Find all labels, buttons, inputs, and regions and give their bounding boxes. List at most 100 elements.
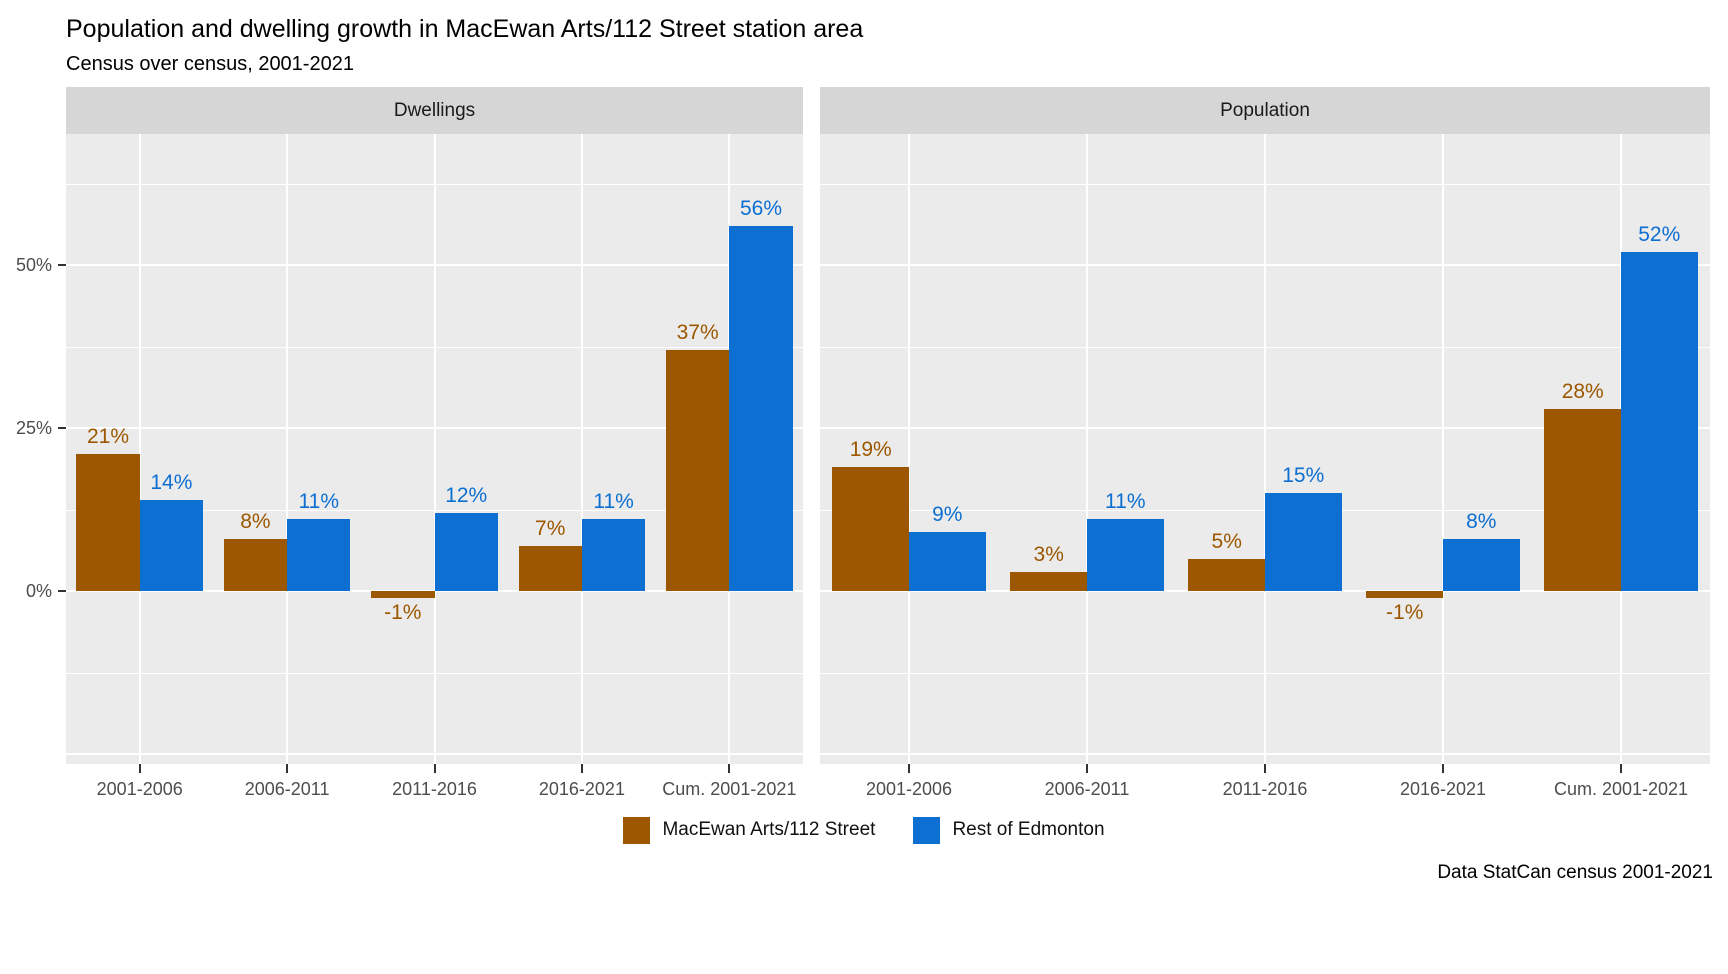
bar-value-label: 28% [1561, 379, 1604, 403]
gridline-vertical [908, 134, 910, 764]
bar-value-label: -1% [1386, 600, 1424, 624]
x-tick-label: Cum. 2001-2021 [662, 779, 797, 799]
legend-swatch-rest-of-edmonton [913, 816, 941, 844]
chart-area: 0% 25% 50% Dwellings 21% 14% 8% 11% -1% 12% 7% 11… [0, 87, 1728, 810]
bar [1544, 408, 1621, 592]
category-group: 5% 15% [1176, 134, 1354, 764]
chart-page: Population and dwelling growth in MacEwa… [0, 14, 1728, 974]
bar-value-label: 12% [445, 483, 488, 507]
x-axis-population: 2001-2006 2006-2011 2011-2016 2016-2021 Cum.… [820, 764, 1710, 810]
bar [518, 545, 582, 592]
facet-strip-label: Dwellings [393, 99, 476, 121]
gridline-vertical [580, 134, 583, 764]
bar [729, 225, 793, 592]
gridline-vertical [433, 134, 436, 764]
category-group: 19% 9% [820, 134, 998, 764]
gridline-vertical [286, 134, 289, 764]
x-tick-label: 2001-2006 [865, 779, 953, 799]
x-axis-category: 2006-2011 [998, 764, 1176, 810]
x-tick-label: 2006-2011 [244, 779, 330, 799]
x-axis-category: Cum. 2001-2021 [656, 764, 803, 810]
category-group: 28% 52% [1532, 134, 1710, 764]
x-tick-label: 2006-2011 [1044, 779, 1130, 799]
legend-item-rest-of-edmonton: Rest of Edmonton [913, 816, 1105, 844]
category-group: -1% 8% [1354, 134, 1532, 764]
x-axis-category: 2001-2006 [66, 764, 213, 810]
bar-value-label: 19% [849, 438, 892, 462]
y-tick-mark [58, 427, 66, 430]
x-tick-mark [1620, 764, 1622, 773]
x-axis-category: 2001-2006 [820, 764, 998, 810]
x-tick-mark [1086, 764, 1088, 773]
bar-value-label: 14% [150, 470, 193, 494]
plot-panel-dwellings: 21% 14% 8% 11% -1% 12% 7% 11% 37% 56% [66, 134, 803, 764]
bar [1010, 571, 1087, 592]
gridline-vertical [138, 134, 141, 764]
y-tick-label: 0% [25, 581, 52, 602]
x-tick-label: 2001-2006 [96, 779, 183, 799]
bar [76, 454, 140, 592]
bar-value-label: 21% [86, 425, 130, 449]
bar [1265, 493, 1342, 592]
bar-value-label: 37% [676, 320, 719, 344]
x-tick-mark [138, 764, 141, 773]
x-axis-category: 2016-2021 [508, 764, 655, 810]
bar [1188, 558, 1265, 592]
bar-value-label: 11% [1105, 490, 1146, 514]
bar-value-label: -1% [384, 600, 422, 624]
legend: MacEwan Arts/112 Street Rest of Edmonton [0, 812, 1728, 848]
bar-value-label: 8% [1466, 510, 1497, 533]
x-tick-mark [433, 764, 436, 773]
bar-value-label: 5% [1211, 529, 1242, 553]
x-axis-category: 2011-2016 [1176, 764, 1354, 810]
y-tick-label: 50% [15, 255, 52, 276]
legend-label: Rest of Edmonton [952, 819, 1105, 840]
bar-value-label: 52% [1638, 223, 1681, 247]
x-axis-category: 2016-2021 [1354, 764, 1532, 810]
plot-panel-population: 19% 9% 3% 11% 5% 15% -1% 8% 28% 52% [820, 134, 1710, 764]
x-tick-mark [1264, 764, 1266, 773]
bar [832, 467, 909, 592]
x-axis-category: 2006-2011 [213, 764, 360, 810]
legend-swatch-macewan [623, 816, 651, 844]
bar [1087, 519, 1164, 592]
y-axis: 0% 25% 50% [0, 87, 66, 764]
x-tick-label: 2011-2016 [1222, 779, 1308, 799]
bar-value-label: 56% [740, 196, 783, 220]
facet-population: Population 19% 9% 3% 11% 5% 15% -1% 8% 28% 52% 20… [820, 87, 1710, 810]
bar [581, 519, 646, 592]
x-axis-category: Cum. 2001-2021 [1532, 764, 1710, 810]
facet-strip-label: Population [1220, 99, 1310, 121]
category-group: -1% 12% [361, 134, 508, 764]
bar [909, 532, 986, 592]
bar [287, 519, 351, 592]
category-group: 21% 14% [66, 134, 213, 764]
category-group: 8% 11% [213, 134, 360, 764]
x-tick-label: Cum. 2001-2021 [1553, 779, 1689, 799]
chart-subtitle: Census over census, 2001-2021 [66, 53, 354, 75]
category-group: 37% 56% [656, 134, 803, 764]
x-tick-mark [728, 764, 731, 773]
bar [371, 591, 435, 598]
x-axis-category: 2011-2016 [361, 764, 508, 810]
bar-value-label: 9% [932, 503, 963, 527]
bar-value-label: 15% [1282, 464, 1325, 488]
y-tick-mark [58, 264, 66, 267]
bar-value-label: 3% [1033, 542, 1064, 566]
bar-value-label: 7% [535, 516, 566, 540]
bar [665, 349, 730, 592]
bar-value-label: 11% [593, 490, 634, 514]
bar-value-label: 8% [240, 510, 271, 533]
gridline-vertical [1264, 134, 1266, 764]
chart-title: Population and dwelling growth in MacEwa… [66, 15, 864, 43]
x-tick-label: 2016-2021 [538, 779, 625, 799]
x-tick-mark [908, 764, 910, 773]
category-group: 7% 11% [508, 134, 655, 764]
bar [139, 499, 204, 592]
x-tick-mark [1442, 764, 1444, 773]
legend-item-macewan: MacEwan Arts/112 Street [623, 816, 875, 844]
facet-strip: Dwellings [66, 87, 803, 134]
bar [1621, 252, 1698, 592]
bar [434, 512, 498, 592]
facet-strip: Population [820, 87, 1710, 134]
